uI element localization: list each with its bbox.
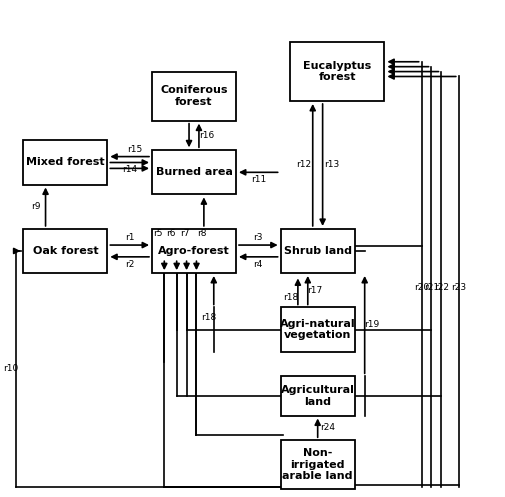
- Text: r5: r5: [153, 229, 162, 238]
- Text: r9: r9: [31, 202, 40, 211]
- Text: Agro-forest: Agro-forest: [158, 246, 229, 256]
- Text: r15: r15: [127, 145, 142, 154]
- FancyBboxPatch shape: [23, 229, 107, 273]
- Text: Oak forest: Oak forest: [32, 246, 98, 256]
- FancyBboxPatch shape: [280, 376, 354, 415]
- Text: r7: r7: [180, 229, 189, 238]
- FancyBboxPatch shape: [152, 229, 235, 273]
- Text: r22: r22: [433, 283, 448, 292]
- FancyBboxPatch shape: [152, 150, 235, 194]
- Text: r16: r16: [198, 131, 214, 140]
- Text: r19: r19: [364, 320, 379, 329]
- FancyBboxPatch shape: [280, 229, 354, 273]
- Text: Coniferous
forest: Coniferous forest: [160, 85, 227, 107]
- Text: Agricultural
land: Agricultural land: [280, 385, 354, 407]
- Text: r17: r17: [307, 286, 322, 295]
- Text: r14: r14: [122, 165, 137, 174]
- Text: Shrub land: Shrub land: [283, 246, 351, 256]
- Text: r13: r13: [323, 161, 338, 169]
- Text: Mixed forest: Mixed forest: [26, 158, 105, 167]
- Text: Non-
irrigated
arable land: Non- irrigated arable land: [282, 448, 352, 481]
- Text: r4: r4: [253, 260, 263, 269]
- Text: r3: r3: [253, 233, 263, 242]
- FancyBboxPatch shape: [280, 440, 354, 490]
- Text: r20: r20: [413, 283, 428, 292]
- Text: r23: r23: [450, 283, 465, 292]
- FancyBboxPatch shape: [23, 140, 107, 184]
- Text: r2: r2: [125, 260, 134, 269]
- Text: r21: r21: [423, 283, 438, 292]
- Text: Burned area: Burned area: [155, 167, 232, 177]
- Text: r6: r6: [166, 229, 175, 238]
- Text: r18: r18: [282, 293, 297, 302]
- Text: r24: r24: [320, 423, 334, 432]
- Text: r10: r10: [4, 364, 19, 373]
- Text: Agri-natural
vegetation: Agri-natural vegetation: [279, 319, 355, 340]
- Text: r11: r11: [250, 175, 266, 184]
- FancyBboxPatch shape: [290, 42, 384, 101]
- Text: r8: r8: [196, 229, 206, 238]
- FancyBboxPatch shape: [152, 72, 235, 121]
- Text: Eucalyptus
forest: Eucalyptus forest: [302, 61, 371, 83]
- FancyBboxPatch shape: [280, 308, 354, 352]
- Text: r12: r12: [296, 161, 311, 169]
- Text: r1: r1: [125, 233, 134, 242]
- Text: r18: r18: [201, 313, 216, 322]
